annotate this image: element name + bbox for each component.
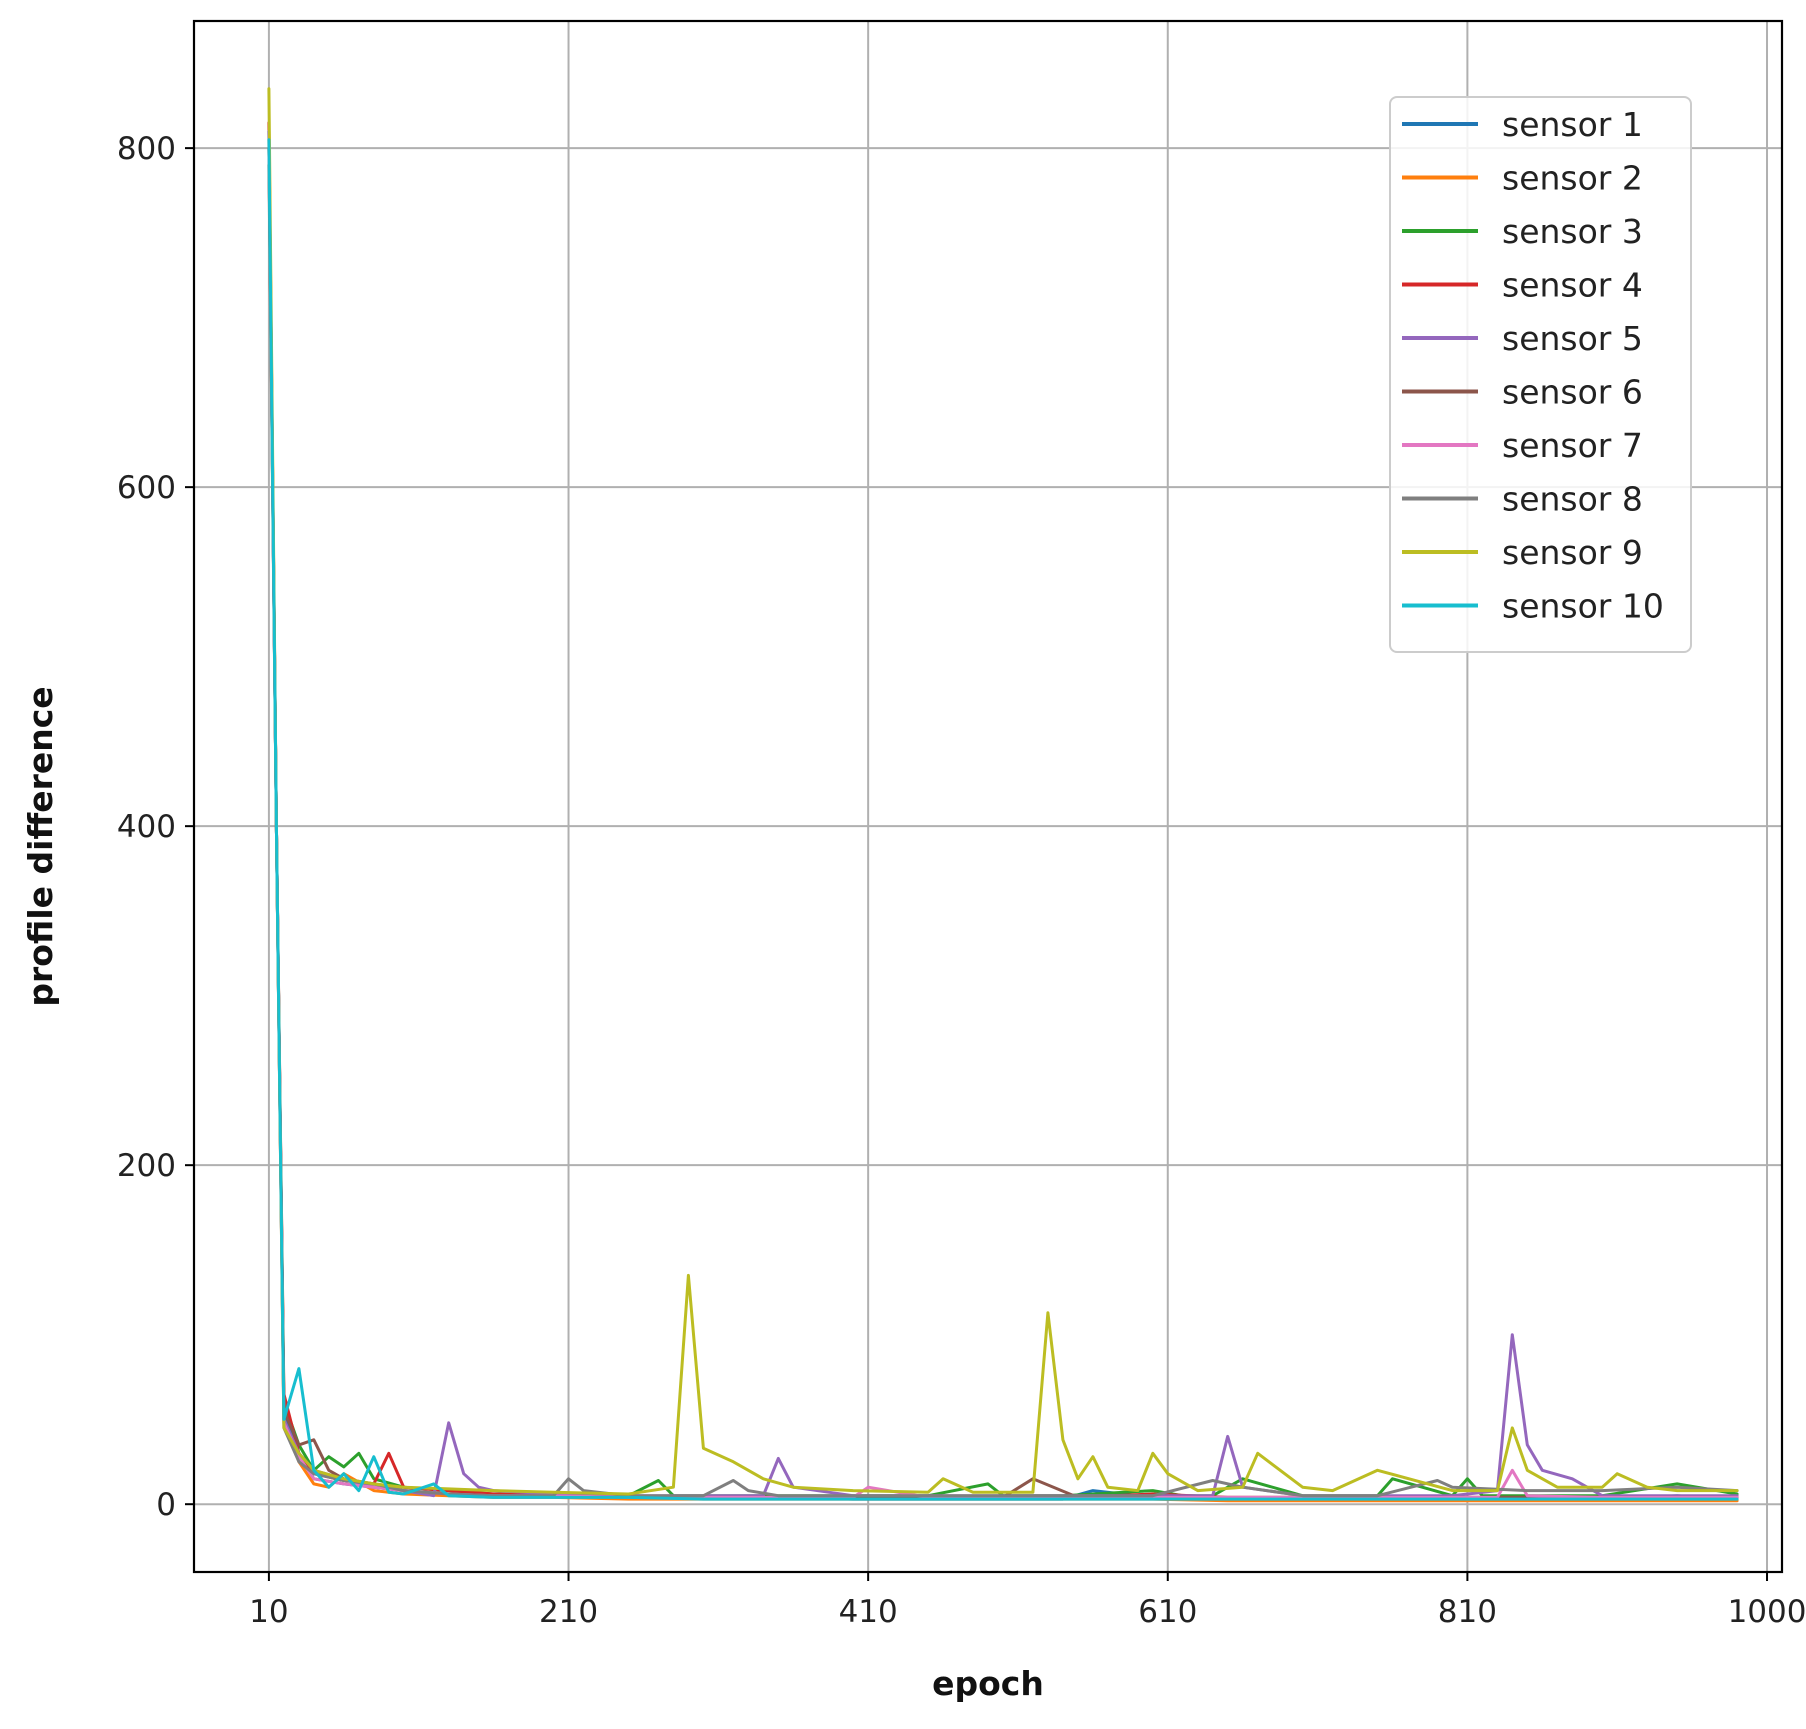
x-tick-label: 1000 — [1728, 1594, 1806, 1630]
x-tick-label: 610 — [1138, 1594, 1197, 1630]
y-tick-label: 800 — [117, 131, 176, 167]
y-tick-label: 200 — [117, 1148, 176, 1184]
legend-label-sensor-5: sensor 5 — [1502, 319, 1643, 358]
y-axis-label: profile difference — [21, 686, 60, 1006]
legend-label-sensor-4: sensor 4 — [1502, 266, 1643, 305]
y-tick-label: 400 — [117, 809, 176, 845]
y-tick-label: 600 — [117, 470, 176, 506]
y-tick-label: 0 — [156, 1487, 176, 1523]
tick-layer: 10 210 410 610 810 1000 0 200 400 600 800 — [117, 131, 1806, 1630]
x-tick-label: 10 — [249, 1594, 288, 1630]
series-layer — [267, 87, 1739, 1503]
legend-label-sensor-7: sensor 7 — [1502, 426, 1643, 465]
legend-box — [1389, 96, 1692, 653]
legend-label-sensor-1: sensor 1 — [1502, 105, 1643, 144]
series-line-sensor-7 — [267, 146, 1739, 1499]
legend-label-sensor-8: sensor 8 — [1502, 480, 1643, 519]
plot-frame — [192, 19, 1784, 1574]
legend-label-sensor-6: sensor 6 — [1502, 373, 1643, 412]
series-line-sensor-10 — [267, 138, 1739, 1501]
legend-label-sensor-3: sensor 3 — [1502, 212, 1643, 251]
x-tick-label: 410 — [839, 1594, 898, 1630]
legend-label-sensor-2: sensor 2 — [1502, 159, 1643, 198]
x-axis-label: epoch — [932, 1664, 1044, 1703]
legend: sensor 1 sensor 2 sensor 3 sensor 4 sensor 5… — [1389, 96, 1692, 653]
x-tick-label: 210 — [539, 1594, 598, 1630]
legend-label-sensor-9: sensor 9 — [1502, 533, 1643, 572]
x-tick-label: 810 — [1438, 1594, 1497, 1630]
legend-label-sensor-10: sensor 10 — [1502, 587, 1664, 626]
